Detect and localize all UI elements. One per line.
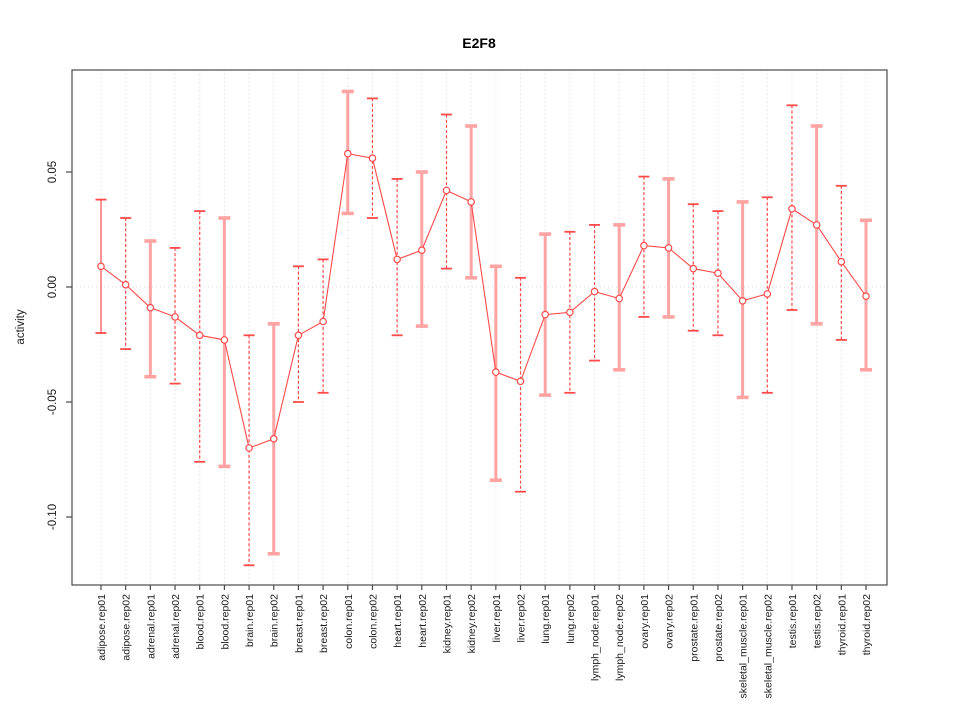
x-tick-label: colon.rep01 bbox=[343, 594, 355, 649]
data-point-ovary.rep01 bbox=[640, 241, 648, 250]
data-point-adrenal.rep01 bbox=[146, 303, 155, 312]
x-tick-label: heart.rep01 bbox=[392, 594, 404, 648]
x-tick-label: testis.rep02 bbox=[812, 594, 824, 648]
data-point-lymph_node.rep01 bbox=[590, 287, 599, 296]
data-point-breast.rep01 bbox=[294, 331, 303, 340]
x-tick-label: breast.rep02 bbox=[318, 594, 330, 653]
x-tick-label: adipose.rep01 bbox=[96, 594, 108, 661]
data-point-adipose.rep01 bbox=[97, 262, 105, 271]
chart-title: E2F8 bbox=[462, 35, 496, 51]
plot-frame bbox=[71, 69, 888, 586]
data-point-skeletal_muscle.rep02 bbox=[763, 290, 772, 298]
x-tick-label: adrenal.rep02 bbox=[170, 594, 182, 659]
x-tick-label: lung.rep02 bbox=[565, 594, 577, 644]
x-tick-label: thyroid.rep02 bbox=[861, 594, 873, 655]
x-tick-label: skeletal_muscle.rep02 bbox=[762, 594, 774, 699]
x-tick-label: testis.rep01 bbox=[787, 594, 799, 648]
y-tick-label: -0.10 bbox=[47, 504, 59, 530]
data-point-testis.rep01 bbox=[788, 205, 796, 213]
data-point-colon.rep01 bbox=[343, 149, 352, 158]
x-tick-label: prostate.rep01 bbox=[688, 594, 700, 662]
y-axis-label: activity bbox=[15, 309, 27, 344]
x-tick-label: blood.rep01 bbox=[195, 594, 207, 650]
x-tick-label: breast.rep01 bbox=[293, 594, 305, 653]
x-tick-label: brain.rep01 bbox=[244, 594, 256, 647]
x-tick-label: colon.rep02 bbox=[367, 594, 379, 649]
x-tick-label: liver.rep01 bbox=[491, 594, 503, 643]
data-point-prostate.rep02 bbox=[714, 269, 722, 278]
x-tick-label: ovary.rep01 bbox=[639, 594, 651, 649]
data-point-brain.rep02 bbox=[269, 434, 278, 443]
data-point-brain.rep01 bbox=[245, 444, 253, 452]
y-tick-label: 0.00 bbox=[47, 276, 59, 298]
data-point-skeletal_muscle.rep01 bbox=[738, 296, 747, 305]
x-tick-label: prostate.rep02 bbox=[713, 594, 725, 662]
x-tick-label: liver.rep02 bbox=[516, 594, 528, 643]
x-tick-label: lymph_node.rep01 bbox=[590, 594, 602, 681]
data-point-lymph_node.rep02 bbox=[615, 294, 624, 303]
data-point-lung.rep01 bbox=[541, 310, 549, 319]
series-line bbox=[100, 152, 867, 449]
x-tick-label: skeletal_muscle.rep01 bbox=[738, 594, 750, 699]
data-point-liver.rep01 bbox=[492, 368, 500, 376]
x-tick-label: kidney.rep02 bbox=[466, 594, 478, 654]
y-tick-label: 0.05 bbox=[47, 161, 59, 183]
data-point-thyroid.rep01 bbox=[837, 257, 846, 266]
x-tick-label: blood.rep02 bbox=[219, 594, 231, 650]
data-point-lung.rep02 bbox=[566, 308, 574, 317]
data-point-blood.rep01 bbox=[195, 331, 204, 340]
data-point-kidney.rep02 bbox=[467, 198, 475, 206]
x-tick-label: kidney.rep01 bbox=[441, 594, 453, 654]
y-tick-label: -0.05 bbox=[47, 389, 59, 415]
data-point-heart.rep01 bbox=[393, 255, 401, 264]
data-point-testis.rep02 bbox=[812, 221, 821, 229]
x-tick-label: brain.rep02 bbox=[269, 594, 281, 647]
x-tick-label: lymph_node.rep02 bbox=[614, 594, 626, 681]
x-tick-label: lung.rep01 bbox=[540, 594, 552, 644]
data-point-adrenal.rep02 bbox=[171, 313, 179, 321]
data-point-ovary.rep02 bbox=[664, 244, 673, 252]
x-tick-label: adrenal.rep01 bbox=[145, 594, 157, 659]
data-point-adipose.rep02 bbox=[121, 280, 130, 289]
data-point-kidney.rep01 bbox=[442, 186, 451, 195]
x-tick-label: ovary.rep02 bbox=[664, 594, 676, 649]
plot-area: 0.05 0.00 -0.05 -0.10 adipose.rep01 adipose.r… bbox=[47, 69, 888, 699]
data-point-breast.rep02 bbox=[319, 317, 327, 326]
x-tick-label: adipose.rep02 bbox=[121, 594, 133, 661]
data-point-thyroid.rep02 bbox=[862, 292, 870, 301]
data-point-blood.rep02 bbox=[220, 336, 229, 344]
data-point-prostate.rep01 bbox=[689, 264, 698, 273]
x-tick-label: thyroid.rep01 bbox=[836, 594, 848, 655]
data-point-heart.rep02 bbox=[418, 246, 426, 255]
x-tick-label: heart.rep02 bbox=[417, 594, 429, 648]
data-point-liver.rep02 bbox=[516, 377, 525, 386]
data-point-colon.rep02 bbox=[368, 154, 377, 163]
